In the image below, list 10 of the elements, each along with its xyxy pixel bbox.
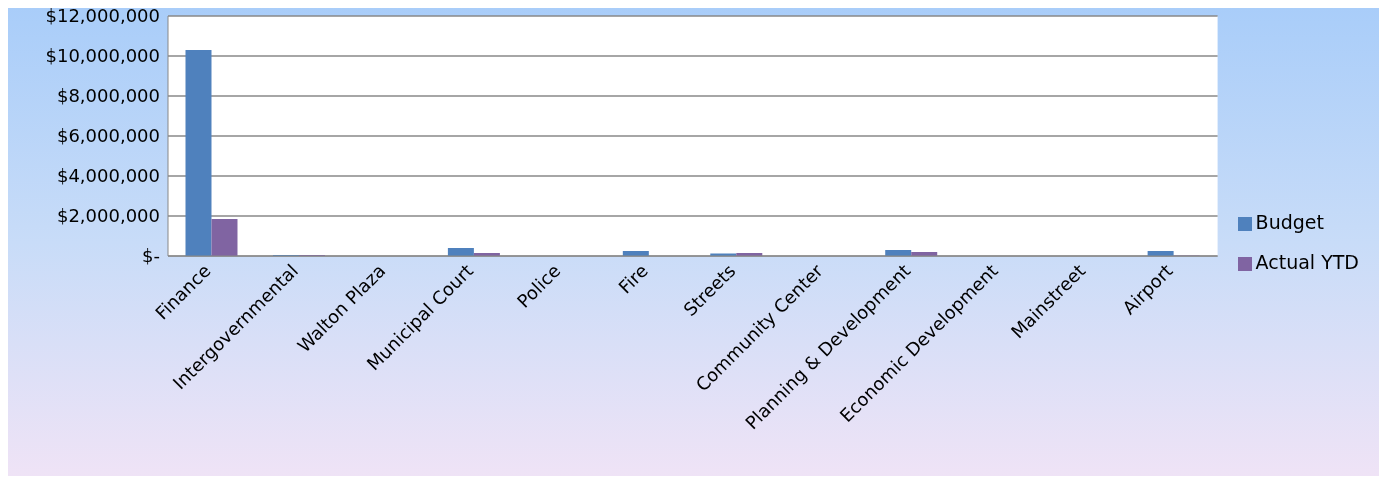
legend-label: Budget [1255, 211, 1324, 233]
x-tick-label: Fire [614, 259, 652, 298]
legend-label: Actual YTD [1255, 251, 1359, 273]
y-tick-label: $- [142, 245, 160, 267]
y-tick-label: $8,000,000 [56, 85, 160, 107]
y-tick-label: $6,000,000 [56, 125, 160, 147]
y-tick-label: $2,000,000 [56, 205, 160, 227]
y-tick-label: $4,000,000 [56, 165, 160, 187]
y-tick-label: $12,000,000 [45, 5, 160, 27]
y-tick-label: $10,000,000 [45, 45, 160, 67]
